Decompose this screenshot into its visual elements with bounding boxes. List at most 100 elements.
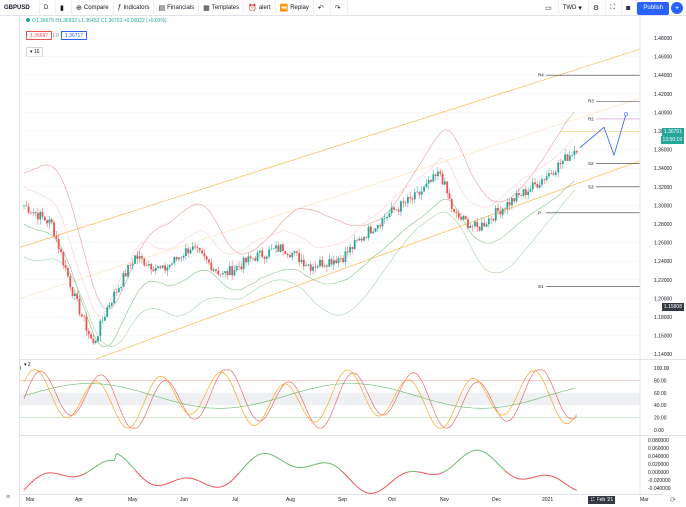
goto-date-icon[interactable]: ⟳ (670, 497, 676, 504)
candle-body (180, 257, 183, 259)
candle-body (115, 291, 118, 293)
bar-style-button[interactable]: ▮ (56, 0, 72, 16)
price-chart[interactable]: R4 R3 R2 S2 S3 P S1 1.48000 1.46000 1.44000 1.420… (20, 16, 686, 360)
time-tick-label: Mar (26, 497, 35, 503)
candle-body (48, 219, 51, 224)
candle-body (309, 264, 312, 271)
replay-button[interactable]: ⏪ Replay (276, 0, 314, 16)
candle-body (529, 189, 532, 192)
momentum-segment (386, 483, 390, 486)
alert-button[interactable]: ⏰ alert (244, 0, 276, 16)
momentum-segment (292, 465, 295, 468)
momentum-segment (32, 478, 36, 482)
candle-body (328, 259, 331, 267)
momentum-segment (294, 466, 297, 468)
candle-body (235, 266, 238, 271)
candle-body (497, 208, 499, 212)
candle-body (117, 288, 120, 293)
candle-body (545, 176, 548, 180)
candle-body (159, 266, 162, 268)
sell-price[interactable]: 1.36697 (26, 31, 53, 40)
financials-label: Financials (167, 4, 195, 11)
currency-select[interactable]: TWD ▾ (559, 0, 589, 16)
candle-body (27, 206, 30, 213)
candle-body (110, 303, 113, 306)
candle-body (147, 264, 150, 266)
candle-body (101, 320, 104, 322)
financials-button[interactable]: ▤ Financials (154, 0, 200, 16)
pane-divider[interactable] (20, 435, 686, 436)
pivot-label-r2: R2 (588, 116, 594, 121)
candle-body (492, 219, 495, 221)
price-tick-label: 1.44000 (654, 73, 672, 79)
candle-body (203, 253, 206, 257)
time-tick-label: Mar (640, 497, 649, 503)
redo-icon: ↷ (334, 4, 341, 12)
buy-price[interactable]: 1.36717 (61, 31, 88, 40)
pane-divider[interactable] (20, 359, 686, 360)
settings-button[interactable]: ⚙ (589, 0, 607, 16)
momentum-segment (398, 474, 402, 477)
publish-button[interactable]: Publish (637, 1, 669, 15)
indicators-button[interactable]: ƒ Indicators (114, 0, 155, 16)
candle-body (157, 266, 160, 268)
add-button[interactable]: + (671, 2, 683, 14)
compare-button[interactable]: ⊕ Compare (72, 0, 114, 16)
layout-button[interactable]: ▭ (541, 0, 559, 16)
momentum-segment (483, 451, 487, 454)
fullscreen-button[interactable]: ⛶ (606, 0, 623, 16)
candle-body (272, 248, 275, 250)
candle-body (256, 252, 259, 261)
momentum-segment (463, 454, 466, 457)
candle-body (330, 259, 333, 265)
momentum-segment (151, 483, 154, 486)
price-axis[interactable]: 1.480001.460001.440001.420001.400001.380… (639, 16, 672, 360)
rsi-line (23, 383, 575, 409)
momentum-segment (280, 459, 284, 462)
snapshot-button[interactable]: ◙ (622, 0, 638, 16)
momentum-segment (342, 471, 346, 476)
time-tick-label: May (128, 497, 138, 503)
candle-body (215, 269, 217, 271)
stochastic-pane[interactable]: 100.0080.0060.0040.0020.000.00100.0080.0… (20, 360, 686, 436)
candle-body (550, 173, 553, 174)
candle-body (275, 245, 277, 249)
candle-body (573, 150, 576, 156)
momentum-segment (453, 462, 457, 465)
candle-body (120, 286, 123, 289)
candle-body (277, 245, 280, 252)
momentum-segment (442, 470, 446, 474)
momentum-pane[interactable]: 0.080000 0.060000 0.040000 0.020000 0.000000… (20, 436, 686, 494)
momentum-segment (574, 488, 577, 491)
symbol-search[interactable]: GBPUSD (0, 0, 40, 16)
momentum-segment (275, 456, 279, 459)
candle-body (233, 270, 236, 276)
candle-body (92, 338, 95, 343)
momentum-segment (400, 473, 404, 476)
momentum-segment (194, 479, 198, 481)
candle-body (242, 257, 245, 270)
templates-button[interactable]: ▦ Templates (199, 0, 245, 16)
momentum-segment (192, 478, 196, 480)
undo-button[interactable]: ↶ (314, 0, 331, 16)
momentum-segment (259, 453, 263, 455)
candle-body (289, 255, 291, 258)
candle-body (400, 201, 402, 212)
momentum-segment (25, 484, 29, 489)
expand-toolbar-icon[interactable]: ≡ (6, 494, 11, 501)
momentum-segment (530, 477, 533, 479)
interval-button[interactable]: D (40, 0, 56, 16)
candle-body (522, 189, 525, 196)
momentum-segment (90, 467, 94, 471)
redo-button[interactable]: ↷ (331, 0, 348, 16)
momentum-segment (227, 481, 231, 485)
templates-label: Templates (211, 4, 240, 11)
momentum-segment (236, 472, 240, 476)
candle-body (351, 246, 354, 250)
candle-body (363, 237, 365, 241)
candle-body (152, 269, 155, 271)
collapse-icon: ▾ (30, 49, 34, 55)
candle-body (106, 307, 109, 317)
momentum-segment (403, 472, 406, 475)
time-axis[interactable]: 11 Feb '21 Mar Apr May Jun Jul Aug Sep Oct Nov De… (20, 494, 662, 507)
